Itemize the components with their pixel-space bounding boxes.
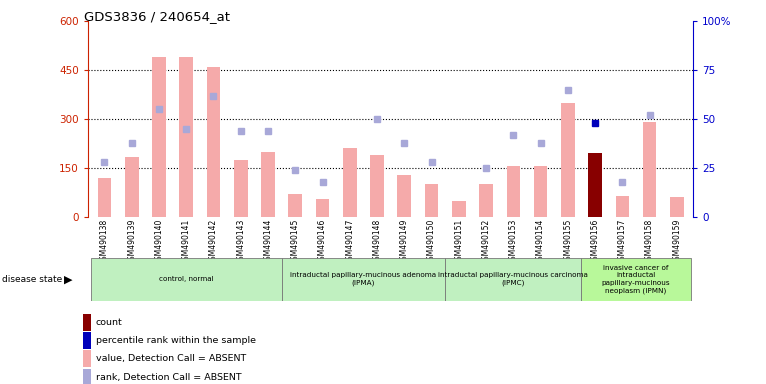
Text: value, Detection Call = ABSENT: value, Detection Call = ABSENT [96, 354, 246, 363]
Bar [261, 152, 275, 217]
Bar [398, 175, 411, 217]
Bar [506, 166, 520, 217]
Bar [152, 57, 165, 217]
Bar [289, 194, 302, 217]
Text: disease state: disease state [2, 275, 63, 284]
Bar [83, 369, 91, 384]
Bar [234, 160, 247, 217]
Bar [370, 155, 384, 217]
Bar [480, 184, 493, 217]
Bar [581, 258, 690, 301]
Text: invasive cancer of
intraductal
papillary-mucinous
neoplasm (IPMN): invasive cancer of intraductal papillary… [601, 265, 670, 294]
Bar [179, 57, 193, 217]
Bar [452, 201, 466, 217]
Bar [643, 122, 656, 217]
Bar [670, 197, 684, 217]
Text: intraductal papillary-mucinous adenoma
(IPMA): intraductal papillary-mucinous adenoma (… [290, 272, 437, 286]
Text: percentile rank within the sample: percentile rank within the sample [96, 336, 256, 345]
Bar [207, 67, 221, 217]
Text: intraductal papillary-mucinous carcinoma
(IPMC): intraductal papillary-mucinous carcinoma… [438, 272, 588, 286]
Bar [445, 258, 581, 301]
Bar [424, 184, 438, 217]
Text: count: count [96, 318, 123, 327]
Bar [125, 157, 139, 217]
Bar [91, 258, 282, 301]
Text: GDS3836 / 240654_at: GDS3836 / 240654_at [84, 10, 231, 23]
Bar [83, 350, 91, 367]
Text: rank, Detection Call = ABSENT: rank, Detection Call = ABSENT [96, 372, 241, 382]
Bar [282, 258, 445, 301]
Bar [83, 314, 91, 331]
Bar [616, 196, 629, 217]
Text: control, normal: control, normal [159, 276, 214, 282]
Bar [343, 149, 357, 217]
Text: ▶: ▶ [64, 274, 72, 285]
Bar [534, 166, 548, 217]
Bar [97, 178, 111, 217]
Bar [588, 153, 602, 217]
Bar [83, 332, 91, 349]
Bar [316, 199, 329, 217]
Bar [561, 103, 574, 217]
